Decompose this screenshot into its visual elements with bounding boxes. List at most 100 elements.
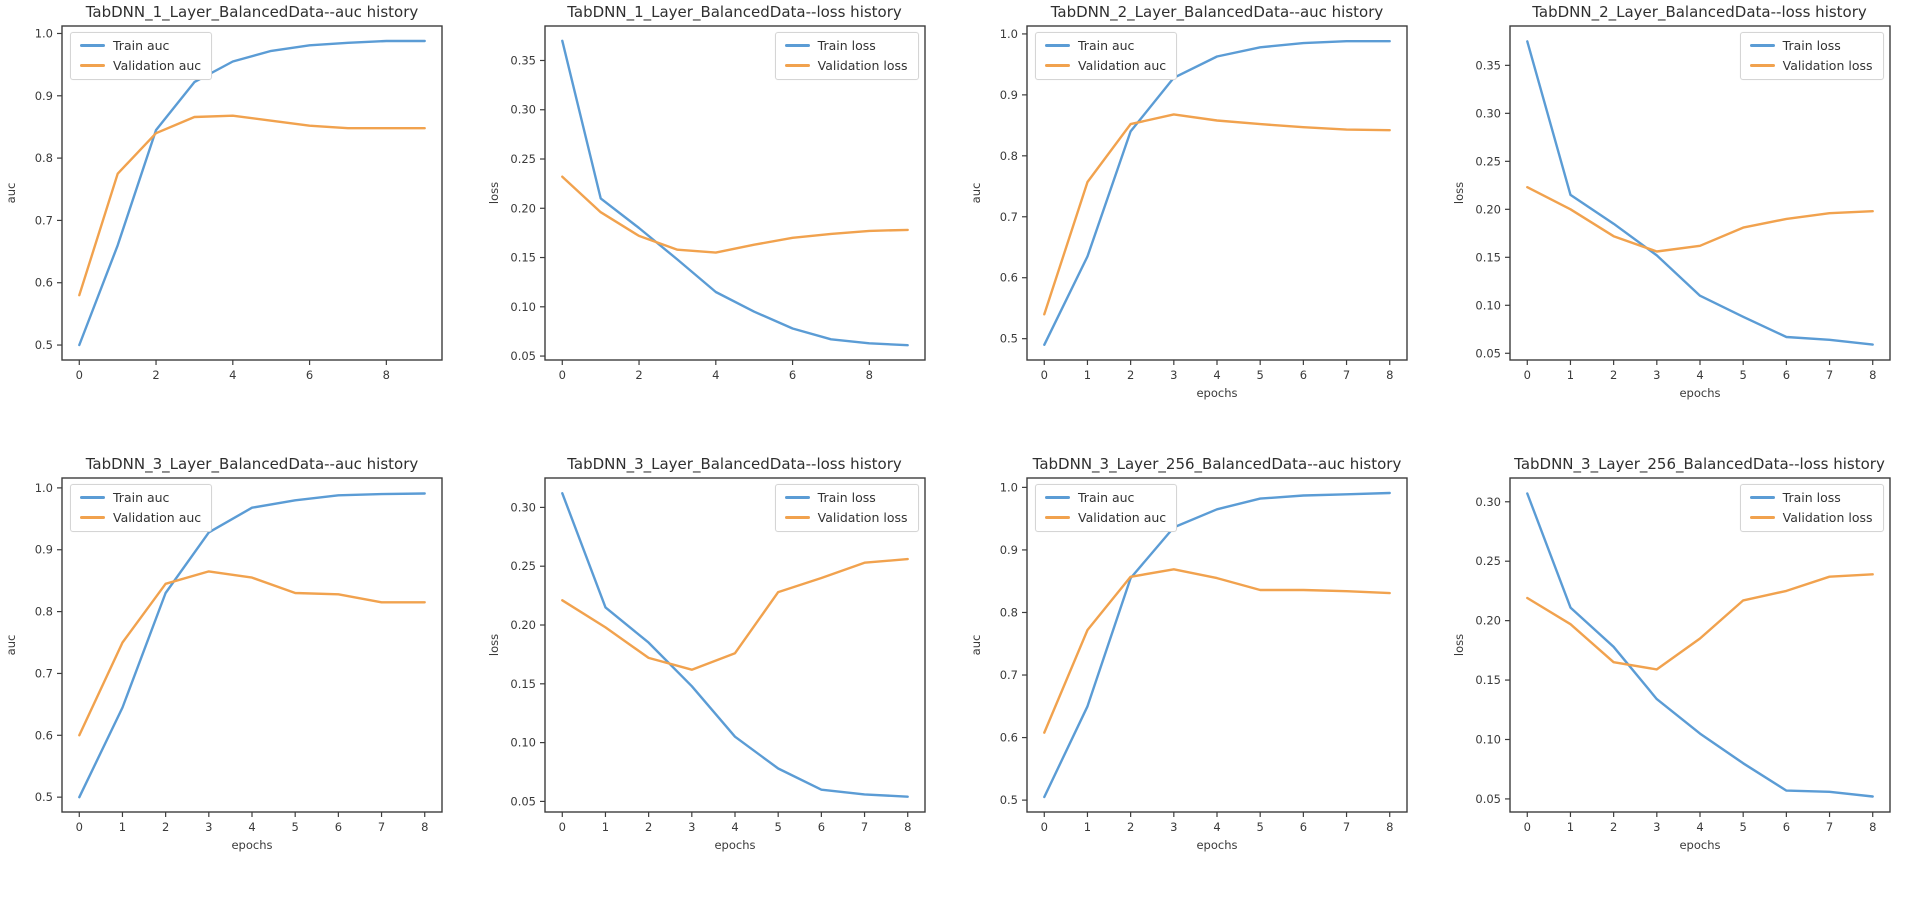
svg-text:0.10: 0.10	[1475, 298, 1501, 312]
svg-text:7: 7	[1343, 820, 1350, 834]
svg-text:loss: loss	[1452, 633, 1466, 655]
svg-text:7: 7	[1343, 368, 1350, 382]
svg-text:6: 6	[1782, 820, 1789, 834]
plot-canvas: 0 1 2 3 4 5 6 7 8 0.5 0.6 0.7 0.8 0.9 1.0 auc epochs	[0, 452, 482, 903]
legend-item: Train loss	[1749, 489, 1873, 505]
svg-text:1: 1	[1084, 820, 1091, 834]
svg-text:0.7: 0.7	[1000, 210, 1018, 224]
svg-text:6: 6	[306, 368, 313, 382]
svg-text:4: 4	[1696, 368, 1703, 382]
svg-text:0.7: 0.7	[1000, 668, 1018, 682]
svg-text:4: 4	[731, 820, 738, 834]
svg-text:0.8: 0.8	[1000, 149, 1018, 163]
legend-line-swatch	[784, 44, 810, 47]
legend-label: Validation loss	[817, 509, 908, 525]
legend-line-swatch	[784, 64, 810, 67]
svg-text:6: 6	[788, 368, 795, 382]
svg-text:epochs: epochs	[1196, 838, 1237, 852]
legend-line-swatch	[1045, 515, 1070, 519]
svg-text:0.6: 0.6	[1000, 730, 1018, 744]
svg-text:auc: auc	[4, 183, 18, 204]
legend: Train loss Validation loss	[774, 32, 919, 80]
svg-text:0.7: 0.7	[35, 666, 53, 680]
svg-text:0.20: 0.20	[1475, 613, 1501, 627]
svg-text:8: 8	[1869, 820, 1876, 834]
svg-text:0.5: 0.5	[1000, 332, 1018, 346]
svg-text:0.15: 0.15	[1475, 673, 1501, 687]
legend-item: Validation auc	[1045, 510, 1166, 525]
chart-title: TabDNN_3_Layer_BalancedData--auc history	[85, 454, 419, 473]
legend-line-swatch	[80, 44, 105, 47]
svg-text:0.05: 0.05	[510, 349, 536, 363]
chart-tabdnn-2-layer-auc: TabDNN_2_Layer_BalancedData--auc history…	[965, 0, 1447, 451]
svg-text:1.0: 1.0	[35, 26, 53, 40]
svg-text:0: 0	[558, 368, 565, 382]
legend-item: Validation loss	[784, 58, 908, 73]
legend-line-swatch	[80, 64, 105, 67]
svg-text:8: 8	[865, 368, 872, 382]
chart-tabdnn-1-layer-loss: TabDNN_1_Layer_BalancedData--loss histor…	[483, 0, 965, 451]
svg-text:1: 1	[1566, 820, 1573, 834]
svg-text:8: 8	[421, 820, 428, 834]
legend: Train loss Validation loss	[774, 483, 919, 532]
chart-title: TabDNN_3_Layer_BalancedData--loss histor…	[567, 454, 902, 473]
svg-text:loss: loss	[487, 182, 501, 204]
legend-line-swatch	[80, 515, 105, 519]
legend-label: Train auc	[1078, 489, 1135, 505]
svg-text:0: 0	[1523, 368, 1530, 382]
svg-text:0: 0	[1523, 820, 1530, 834]
svg-text:4: 4	[712, 368, 719, 382]
plot-canvas: 0 1 2 3 4 5 6 7 8 0.05 0.10 0.15 0.20 0.25 0.30 0.35 los…	[1448, 0, 1930, 451]
svg-text:7: 7	[1825, 368, 1832, 382]
svg-text:epochs: epochs	[1196, 386, 1237, 400]
svg-text:2: 2	[152, 368, 159, 382]
legend: Train auc Validation auc	[1035, 32, 1178, 80]
svg-text:0.30: 0.30	[1475, 494, 1501, 508]
svg-text:0: 0	[1041, 368, 1048, 382]
legend-line-swatch	[1045, 64, 1070, 67]
svg-text:0.20: 0.20	[1475, 202, 1501, 216]
svg-text:0.7: 0.7	[35, 213, 53, 227]
legend-label: Train auc	[113, 489, 170, 505]
svg-text:4: 4	[1213, 820, 1220, 834]
legend-line-swatch	[1045, 44, 1070, 47]
legend-line-swatch	[1045, 495, 1070, 499]
svg-text:0.05: 0.05	[1475, 346, 1501, 360]
svg-text:1: 1	[119, 820, 126, 834]
svg-text:0.6: 0.6	[35, 276, 53, 290]
legend: Train loss Validation loss	[1739, 483, 1884, 532]
legend-item: Train auc	[1045, 490, 1166, 505]
plot-canvas: 0 2 4 6 8 0.05 0.10 0.15 0.20 0.25 0.30 0.35 loss	[483, 0, 965, 451]
svg-text:0.25: 0.25	[510, 559, 536, 573]
svg-text:6: 6	[1300, 820, 1307, 834]
svg-text:epochs: epochs	[1679, 386, 1720, 400]
svg-text:0.20: 0.20	[510, 201, 536, 215]
chart-tabdnn-1-layer-auc: TabDNN_1_Layer_BalancedData--auc history…	[0, 0, 482, 451]
svg-text:8: 8	[1869, 368, 1876, 382]
svg-text:1: 1	[1084, 368, 1091, 382]
svg-text:0.10: 0.10	[510, 735, 536, 749]
legend: Train auc Validation auc	[70, 32, 213, 80]
legend-item: Train loss	[784, 38, 908, 53]
legend-label: Train auc	[113, 38, 170, 53]
legend-label: Train loss	[1782, 38, 1841, 53]
svg-text:0.15: 0.15	[510, 676, 536, 690]
plot-canvas: 0 1 2 3 4 5 6 7 8 0.05 0.10 0.15 0.20 0.25 0.30 loss epo…	[1448, 452, 1930, 903]
plot-canvas: 0 1 2 3 4 5 6 7 8 0.05 0.10 0.15 0.20 0.25 0.30 loss epo…	[483, 452, 965, 903]
legend-label: Train loss	[1782, 489, 1841, 505]
svg-text:0.30: 0.30	[510, 500, 536, 514]
svg-text:2: 2	[1609, 820, 1616, 834]
chart-title: TabDNN_3_Layer_256_BalancedData--loss hi…	[1514, 454, 1885, 473]
svg-text:2: 2	[1127, 820, 1134, 834]
svg-text:auc: auc	[969, 634, 983, 655]
svg-text:8: 8	[1386, 820, 1393, 834]
svg-text:4: 4	[1213, 368, 1220, 382]
svg-text:0.8: 0.8	[35, 604, 53, 618]
legend-label: Validation auc	[113, 58, 202, 73]
chart-title: TabDNN_3_Layer_256_BalancedData--auc his…	[1032, 454, 1402, 473]
legend-label: Validation loss	[1782, 509, 1873, 525]
legend-label: Validation auc	[1078, 58, 1167, 73]
svg-text:0.20: 0.20	[510, 618, 536, 632]
svg-text:auc: auc	[969, 183, 983, 204]
chart-title: TabDNN_1_Layer_BalancedData--loss histor…	[567, 3, 902, 21]
